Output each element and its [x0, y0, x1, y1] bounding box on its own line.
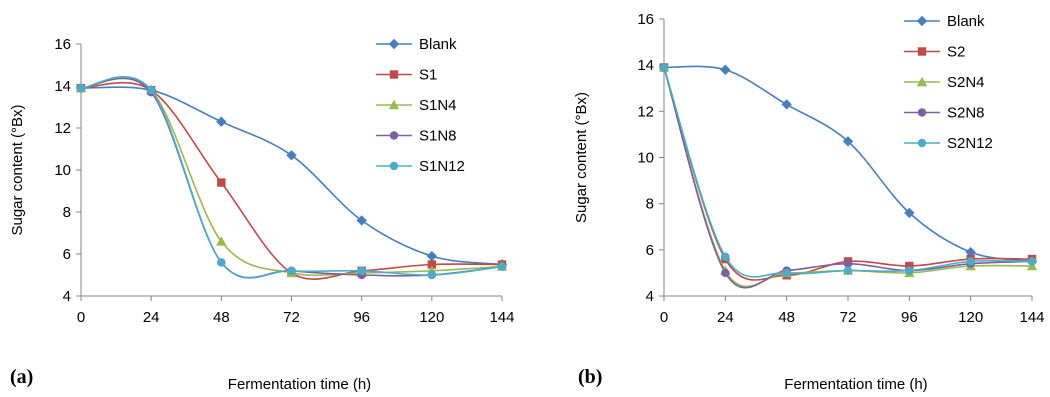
data-point-S1N12	[76, 83, 86, 93]
data-point-S1N12	[217, 258, 226, 267]
y-tick-label: 16	[637, 11, 654, 28]
legend-marker-S1N4	[388, 99, 400, 110]
legend-label-S1N8: S1N8	[419, 128, 457, 145]
y-axis-title: Sugar content (°Bx)	[9, 104, 26, 235]
chart-b: 4 6 8 10 12 14 16 0 24 48 72 96 120 144 Sugar content …	[573, 11, 1045, 393]
data-point-S1N12	[146, 86, 156, 95]
data-point-S1N12	[427, 270, 437, 280]
x-tick-label: 144	[1019, 309, 1044, 326]
data-point-S2N12	[782, 268, 791, 278]
x-tick-label: 48	[778, 309, 795, 326]
chart-a: 4 6 8 10 12 14 16 0 24 48 72 96 120 144 Sugar content …	[9, 36, 515, 393]
legend-label-S2N12: S2N12	[947, 135, 993, 152]
legend-marker-S2	[917, 47, 927, 56]
x-tick-label: 120	[958, 309, 983, 326]
x-tick-label: 96	[901, 309, 918, 326]
legend-marker-S2N12	[917, 138, 927, 148]
series-line-S2N12	[663, 67, 1033, 278]
data-point-S1N12	[287, 266, 296, 275]
y-tick-label: 10	[54, 162, 71, 179]
legend-marker-Blank	[388, 38, 400, 50]
x-tick-label: 144	[489, 309, 514, 326]
legend-label-Blank: Blank	[419, 36, 457, 53]
data-point-S1N12	[497, 262, 507, 271]
y-tick-label: 12	[637, 103, 654, 120]
legend-label-S2N8: S2N8	[947, 105, 985, 122]
legend-label-S2N4: S2N4	[947, 74, 985, 91]
panel-label-a: (a)	[10, 366, 34, 388]
x-tick-label: 0	[77, 309, 85, 326]
legend-marker-S1N12	[389, 161, 399, 171]
data-point-S2N12	[966, 257, 975, 266]
data-point-S2N12	[905, 266, 914, 275]
x-axis-title: Fermentation time (h)	[228, 376, 371, 393]
data-point-S2N12	[721, 252, 730, 261]
data-point-S1N4	[216, 236, 227, 246]
legend-label-Blank: Blank	[947, 13, 985, 30]
legend-marker-S1N8	[389, 131, 399, 140]
series-line-S2N8	[663, 67, 1033, 289]
data-point-Blank	[904, 207, 915, 219]
legend-label-S2: S2	[947, 44, 965, 61]
x-axis-title: Fermentation time (h)	[784, 376, 927, 393]
y-tick-label: 10	[637, 150, 654, 167]
y-tick-label: 6	[646, 242, 654, 259]
legend-label-S1N12: S1N12	[419, 158, 465, 175]
y-tick-label: 4	[646, 288, 654, 305]
series-line-S2	[663, 67, 1033, 281]
legend-marker-S2N8	[917, 108, 927, 117]
data-point-S2	[905, 261, 914, 271]
legend-label-S1: S1	[419, 67, 437, 84]
data-point-S2N12	[659, 63, 669, 72]
data-point-S2N12	[843, 266, 853, 275]
y-tick-label: 6	[63, 246, 71, 263]
y-tick-label: 12	[54, 120, 71, 137]
y-tick-label: 14	[54, 78, 71, 95]
data-point-Blank	[965, 246, 976, 258]
data-point-Blank	[720, 64, 731, 75]
data-point-S1	[427, 260, 437, 269]
data-point-S2N8	[721, 268, 730, 278]
x-tick-label: 0	[660, 309, 668, 326]
data-point-Blank	[356, 215, 367, 226]
x-tick-label: 48	[213, 309, 230, 326]
data-point-S1	[217, 178, 226, 187]
data-point-Blank	[426, 250, 438, 262]
legend-marker-S1	[389, 70, 399, 79]
panel-label-b: (b)	[578, 366, 603, 388]
data-point-Blank	[781, 99, 792, 110]
x-tick-label: 72	[283, 309, 300, 326]
y-tick-label: 8	[63, 204, 71, 221]
y-tick-label: 14	[637, 57, 654, 74]
data-point-Blank	[216, 116, 227, 127]
x-tick-label: 120	[419, 309, 444, 326]
data-point-Blank	[286, 150, 297, 161]
x-tick-label: 24	[717, 309, 734, 326]
legend-marker-S2N4	[916, 76, 928, 87]
data-point-S1N12	[357, 266, 366, 275]
x-tick-label: 96	[353, 309, 370, 326]
y-axis-title: Sugar content (°Bx)	[573, 92, 590, 223]
y-tick-label: 16	[54, 36, 71, 53]
y-tick-label: 4	[63, 288, 71, 305]
series-line-Blank	[663, 65, 1033, 263]
legend-marker-Blank	[916, 15, 928, 27]
x-tick-label: 24	[143, 309, 160, 326]
data-point-Blank	[842, 136, 854, 147]
data-point-S2N8	[843, 259, 853, 268]
legend-label-S1N4: S1N4	[419, 97, 457, 114]
data-point-S2N12	[1027, 257, 1037, 266]
x-tick-label: 72	[840, 309, 857, 326]
y-tick-label: 8	[646, 196, 654, 213]
